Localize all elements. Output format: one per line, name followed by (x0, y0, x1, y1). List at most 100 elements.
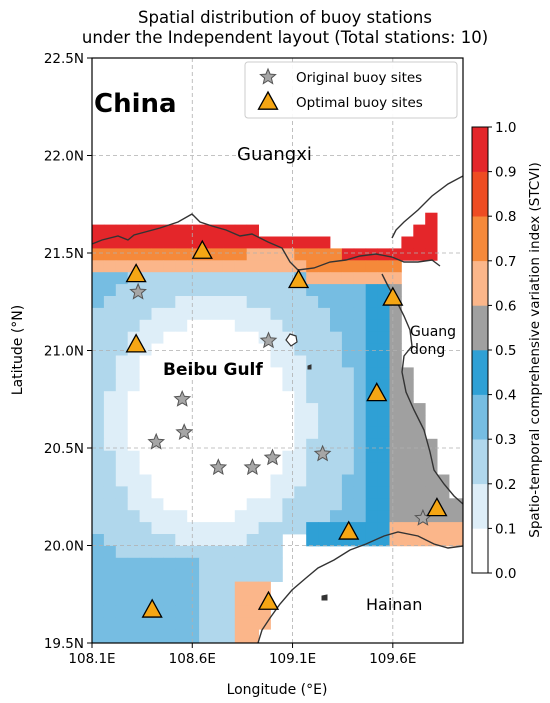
stcvi-cell (199, 391, 212, 404)
stcvi-cell (163, 355, 176, 368)
stcvi-cell (377, 260, 390, 273)
stcvi-cell (234, 415, 248, 428)
stcvi-cell (139, 331, 152, 344)
stcvi-cell (341, 319, 355, 333)
stcvi-cell (127, 486, 140, 499)
stcvi-cell (127, 307, 140, 321)
stcvi-cell (127, 510, 140, 523)
y-axis-ticks: 19.5N 20.0N 20.5N 21.0N 21.5N 22.0N 22.5N (44, 51, 92, 652)
original-buoy-marker (129, 282, 147, 300)
stcvi-cell (163, 545, 176, 559)
stcvi-cell (401, 486, 414, 499)
stcvi-cell (103, 343, 117, 356)
legend: Original buoy sites Optimal buoy sites (244, 61, 458, 119)
stcvi-cell (163, 629, 176, 642)
stcvi-cell (365, 319, 378, 333)
stcvi-cell (127, 415, 140, 428)
stcvi-cell (389, 474, 402, 487)
stcvi-cell (199, 522, 212, 535)
stcvi-cell (199, 474, 212, 487)
stcvi-cell (341, 296, 355, 309)
stcvi-cell (270, 522, 283, 535)
stcvi-cell (187, 545, 200, 559)
stcvi-cell (199, 438, 212, 452)
colorbar-tick-label: 0.1 (495, 521, 516, 537)
stcvi-cell (187, 272, 200, 285)
stcvi-cell (175, 486, 188, 499)
stcvi-cell (330, 534, 343, 547)
stcvi-cell (234, 391, 248, 404)
stcvi-cell (222, 248, 236, 261)
stcvi-cell (163, 248, 176, 261)
stcvi-cell (222, 415, 236, 428)
stcvi-cell (294, 498, 307, 511)
stcvi-cell (377, 331, 390, 344)
stcvi-cell (151, 522, 164, 535)
stcvi-cell (103, 450, 117, 463)
stcvi-cell (187, 534, 200, 547)
stcvi-cell (199, 426, 212, 440)
stcvi-cell (127, 557, 140, 571)
stcvi-cell (365, 474, 378, 487)
stcvi-cell (163, 307, 176, 321)
colorbar (472, 127, 488, 574)
stcvi-cell (103, 474, 117, 487)
stcvi-cell (199, 379, 212, 392)
stcvi-cell (234, 462, 248, 475)
stcvi-cell (294, 236, 307, 249)
stcvi-cell (187, 510, 200, 523)
stcvi-cell (222, 450, 236, 463)
stcvi-cell (341, 426, 355, 440)
stcvi-cell (258, 474, 271, 487)
stcvi-cell (258, 498, 271, 511)
stcvi-cell (341, 331, 355, 344)
stcvi-cell (115, 307, 129, 321)
stcvi-cell (139, 450, 152, 463)
stcvi-cell (139, 462, 152, 475)
stcvi-cell (353, 331, 367, 344)
stcvi-cell (151, 581, 164, 594)
stcvi-cell (270, 379, 283, 392)
stcvi-cell (187, 462, 200, 475)
optimal-buoy-marker (257, 590, 280, 610)
legend-original-label: Original buoy sites (296, 70, 422, 86)
stcvi-cell (151, 426, 164, 440)
stcvi-cell (211, 331, 224, 344)
stcvi-cell (151, 307, 164, 321)
stcvi-cell (330, 391, 343, 404)
stcvi-cell (330, 462, 343, 475)
stcvi-cell (425, 212, 438, 225)
stcvi-cell (413, 403, 426, 416)
stcvi-cell (127, 617, 140, 630)
stcvi-cell (127, 355, 140, 368)
stcvi-cell (341, 403, 355, 416)
stcvi-cell (353, 248, 367, 261)
stcvi-cell (211, 296, 224, 309)
stcvi-cell (127, 319, 140, 333)
stcvi-cell (139, 284, 152, 297)
colorbar-segment (472, 216, 488, 262)
stcvi-cell (306, 248, 319, 261)
stcvi-cell (211, 534, 224, 547)
stcvi-cell (330, 272, 343, 285)
stcvi-cell (282, 248, 295, 261)
stcvi-cell (389, 462, 402, 475)
stcvi-cell (246, 545, 259, 559)
stcvi-cell (163, 272, 176, 285)
stcvi-cell (294, 403, 307, 416)
stcvi-cell (127, 593, 140, 606)
stcvi-cell (92, 593, 105, 606)
stcvi-cell (282, 319, 295, 333)
stcvi-cell (175, 319, 188, 333)
stcvi-cell (377, 367, 390, 380)
stcvi-cell (151, 486, 164, 499)
stcvi-cell (187, 355, 200, 368)
stcvi-cell (234, 510, 248, 523)
y-axis-label: Latitude (°N) (10, 305, 26, 395)
stcvi-cell (270, 510, 283, 523)
stcvi-cell (353, 284, 367, 297)
stcvi-cell (187, 474, 200, 487)
stcvi-cell (282, 367, 295, 380)
stcvi-cell (222, 462, 236, 475)
stcvi-cell (222, 284, 236, 297)
